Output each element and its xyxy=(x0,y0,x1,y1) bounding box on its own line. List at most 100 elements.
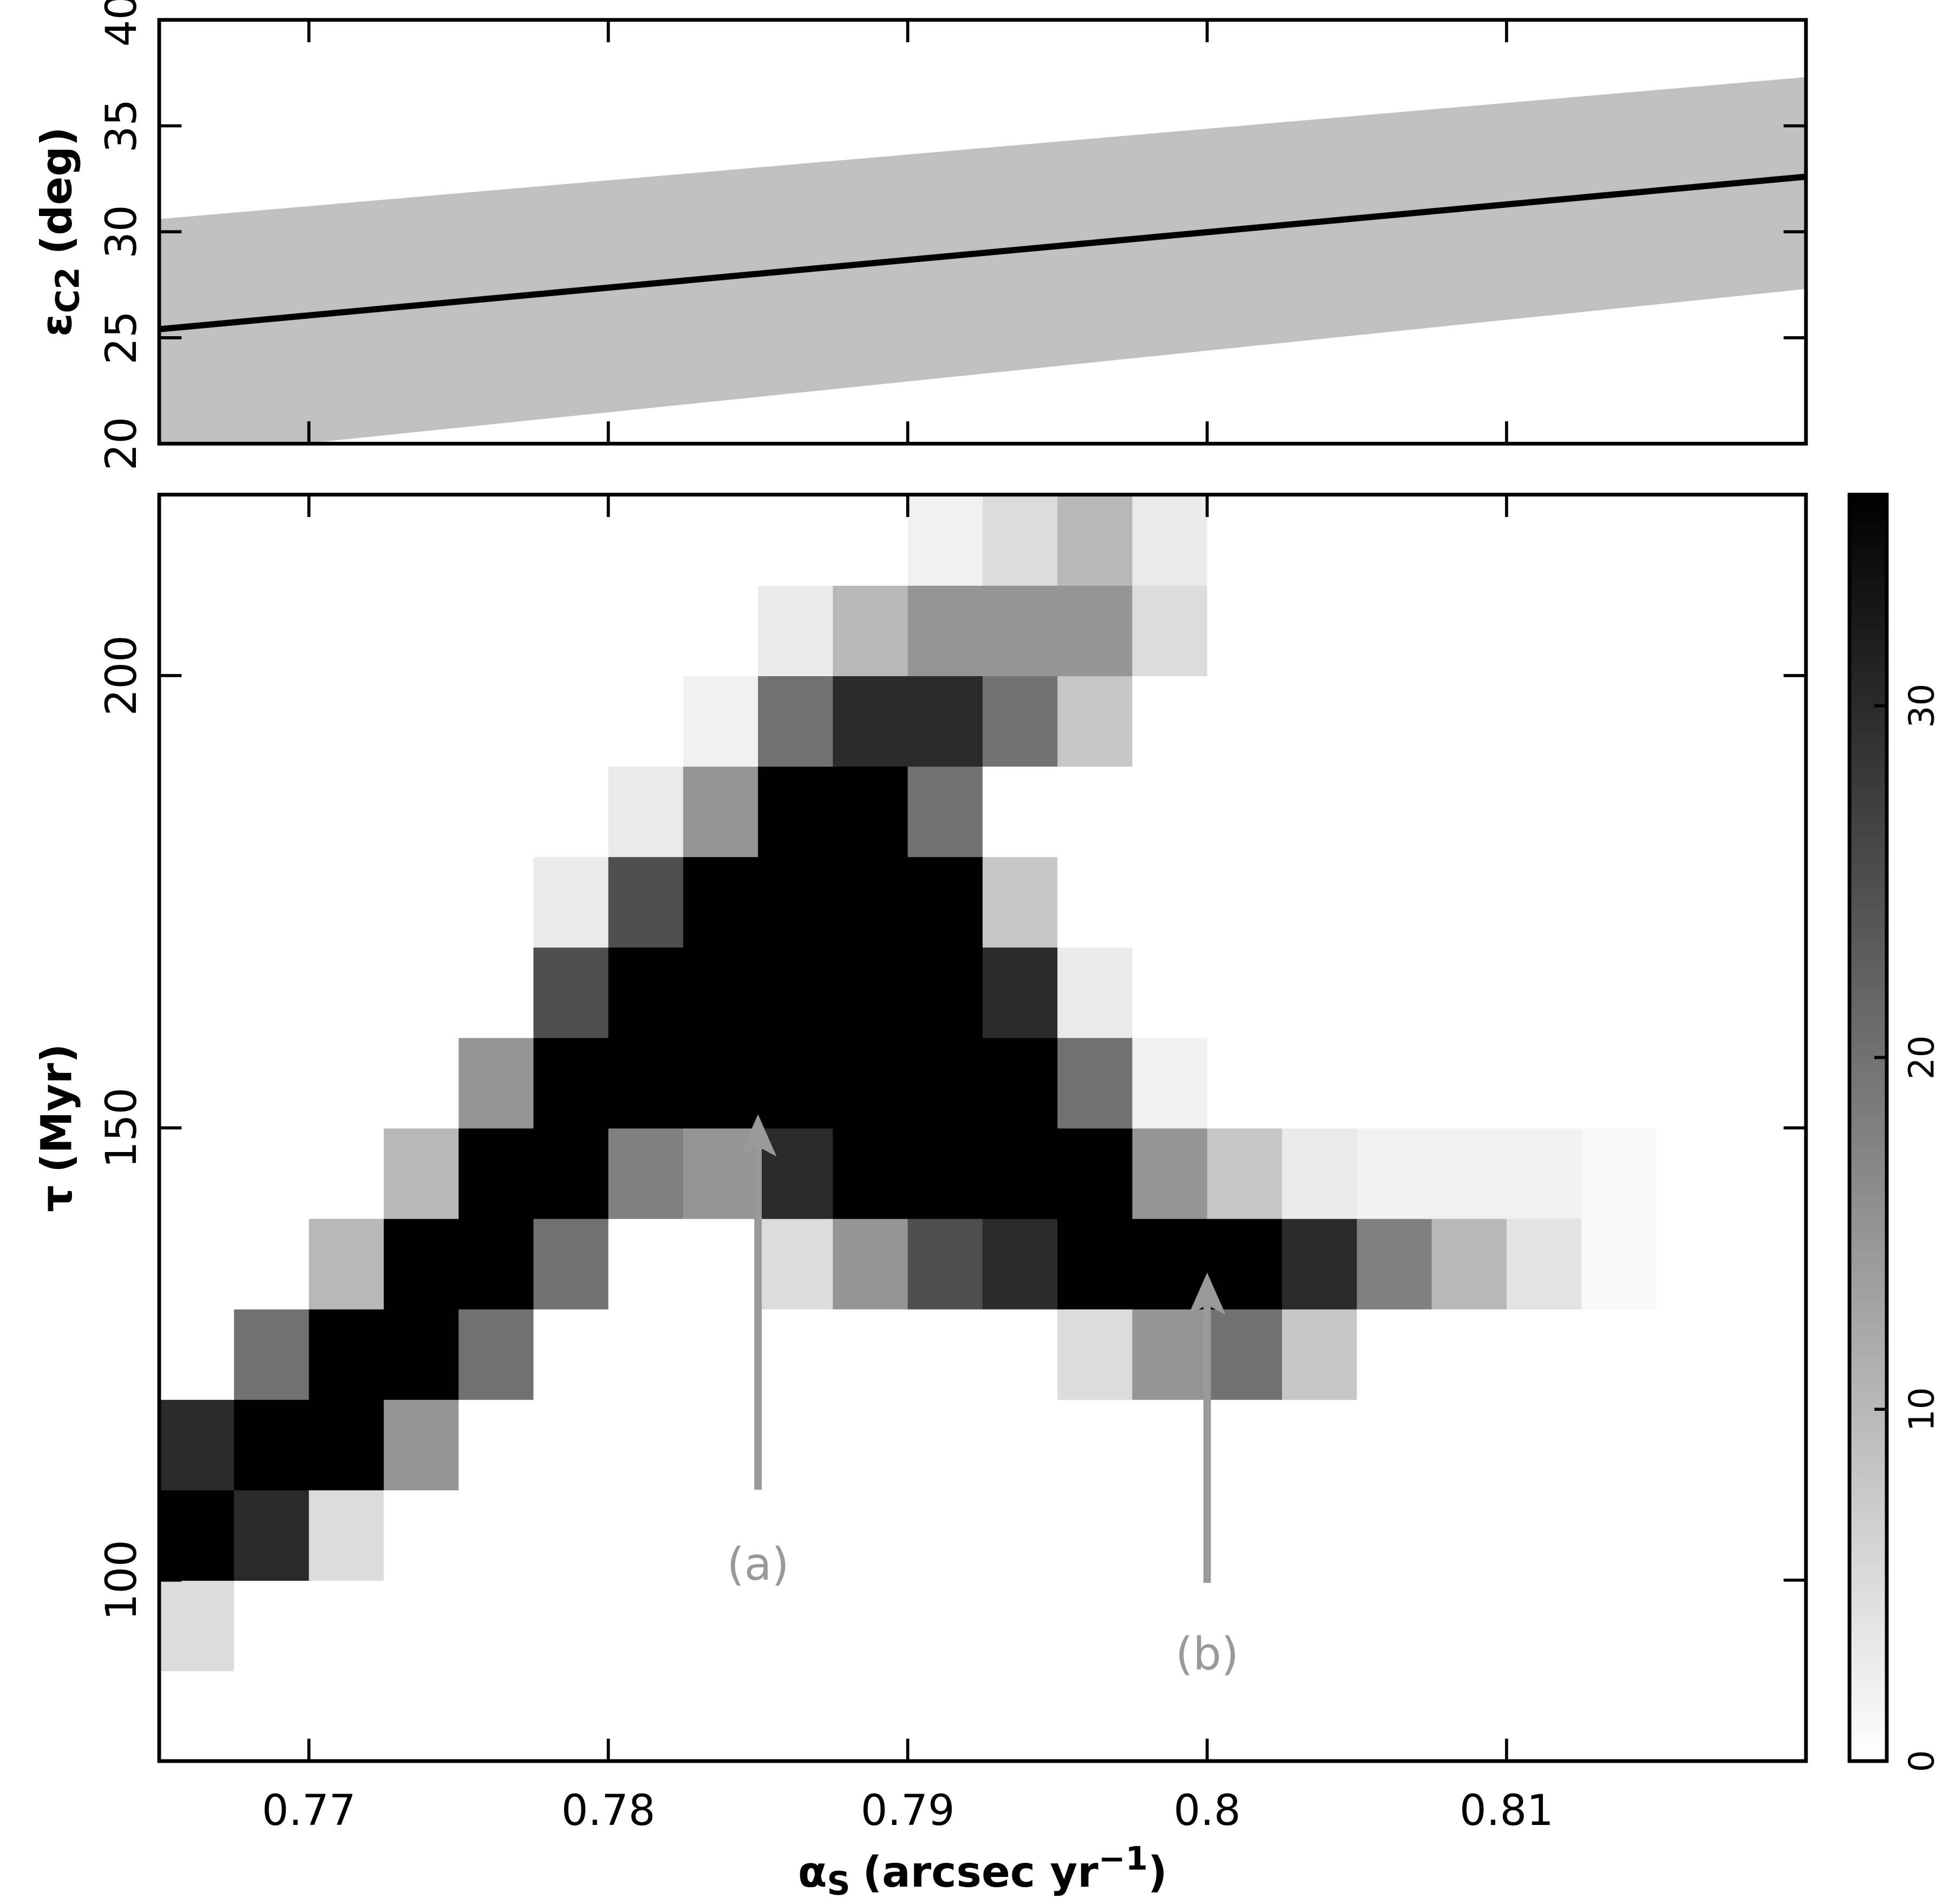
density-cell xyxy=(159,765,235,858)
density-cell xyxy=(683,675,759,767)
density-cell xyxy=(1057,675,1133,767)
density-cell xyxy=(608,494,684,586)
density-cell xyxy=(608,947,684,1038)
density-cell xyxy=(1281,1489,1358,1581)
density-cell xyxy=(1431,947,1507,1038)
density-cell xyxy=(1581,765,1657,858)
density-cell xyxy=(309,1670,384,1762)
density-cell xyxy=(683,1308,759,1400)
density-cell xyxy=(1207,1399,1283,1490)
x-tick-label: 0.78 xyxy=(561,1787,656,1835)
density-cell xyxy=(309,675,384,767)
x-label-subscript: S xyxy=(827,1865,851,1902)
density-cell xyxy=(758,1308,834,1400)
colorbar-tick-label: 10 xyxy=(1901,1387,1942,1431)
density-cell xyxy=(1656,1580,1732,1672)
density-cell xyxy=(608,1037,684,1129)
density-cell xyxy=(1506,1580,1582,1672)
density-cell xyxy=(1207,494,1283,586)
density-cell xyxy=(758,585,834,677)
density-cell xyxy=(383,765,460,858)
density-cell xyxy=(907,1670,984,1762)
density-cell xyxy=(1506,765,1582,858)
density-cell xyxy=(1357,1128,1433,1219)
density-cell xyxy=(907,494,984,586)
density-cell xyxy=(982,1037,1058,1129)
density-cell xyxy=(833,1580,908,1672)
density-cell xyxy=(683,1037,759,1129)
density-cell xyxy=(982,947,1058,1038)
density-cell xyxy=(383,1218,460,1310)
density-cell xyxy=(608,1489,684,1581)
density-cell xyxy=(982,1670,1058,1762)
density-cell xyxy=(833,1128,908,1219)
density-cell xyxy=(1281,1128,1358,1219)
x-tick-label: 0.8 xyxy=(1174,1787,1241,1835)
density-cell xyxy=(1431,675,1507,767)
annotation-label: (b) xyxy=(1175,1628,1239,1680)
density-cell xyxy=(533,856,609,948)
colorbar-tick-label: 0 xyxy=(1901,1750,1942,1772)
density-cell xyxy=(1731,1037,1807,1129)
density-cell xyxy=(907,1399,984,1490)
density-cell xyxy=(234,675,310,767)
density-cell xyxy=(533,1218,609,1310)
density-cell xyxy=(1281,675,1358,767)
density-cell xyxy=(833,947,908,1038)
density-cell xyxy=(1281,1580,1358,1672)
density-cell xyxy=(309,765,384,858)
density-cell xyxy=(383,1670,460,1762)
density-cell xyxy=(1057,856,1133,948)
density-cell xyxy=(982,585,1058,677)
density-cell xyxy=(1132,765,1208,858)
density-cell xyxy=(758,494,834,586)
y-tick-label: 20 xyxy=(97,417,146,470)
density-cell xyxy=(758,1489,834,1581)
density-cell xyxy=(1506,1670,1582,1762)
y-tick-label: 25 xyxy=(97,311,146,364)
density-cell xyxy=(1656,1128,1732,1219)
density-cell xyxy=(309,1218,384,1310)
density-cell xyxy=(833,1399,908,1490)
density-cell xyxy=(758,1580,834,1672)
density-cell xyxy=(533,585,609,677)
density-cell xyxy=(533,765,609,858)
density-cell xyxy=(1357,675,1433,767)
density-cell xyxy=(1132,1399,1208,1490)
density-cell xyxy=(1357,1670,1433,1762)
density-cell xyxy=(309,947,384,1038)
density-cell xyxy=(1281,1218,1358,1310)
y-tick-label: 100 xyxy=(97,1540,146,1620)
density-cell xyxy=(758,856,834,948)
density-cell xyxy=(1581,1670,1657,1762)
density-cell xyxy=(234,1399,310,1490)
density-cell xyxy=(1431,1308,1507,1400)
x-label-text: (arcsec yr xyxy=(862,1849,1098,1898)
density-cell xyxy=(159,1308,235,1400)
density-cell xyxy=(1281,856,1358,948)
density-cell xyxy=(1057,494,1133,586)
density-cell xyxy=(982,856,1058,948)
density-cell xyxy=(1357,856,1433,948)
density-cell xyxy=(533,1308,609,1400)
density-cell xyxy=(1581,1308,1657,1400)
density-cell xyxy=(309,1399,384,1490)
density-cell xyxy=(234,1308,310,1400)
density-cell xyxy=(159,675,235,767)
density-cell xyxy=(833,585,908,677)
density-cell xyxy=(234,1218,310,1310)
y-tick-label: 200 xyxy=(97,635,146,716)
density-cell xyxy=(833,1670,908,1762)
density-cell xyxy=(1132,1308,1208,1400)
density-cell xyxy=(159,1399,235,1490)
plot-frame xyxy=(157,18,1808,446)
density-cell xyxy=(608,1670,684,1762)
density-cell xyxy=(533,675,609,767)
density-cell xyxy=(1431,585,1507,677)
density-cell xyxy=(1431,494,1507,586)
density-cell xyxy=(1357,585,1433,677)
colorbar xyxy=(1849,494,1887,1761)
density-cell xyxy=(1357,1399,1433,1490)
density-cell xyxy=(1581,1128,1657,1219)
density-cell xyxy=(533,1489,609,1581)
